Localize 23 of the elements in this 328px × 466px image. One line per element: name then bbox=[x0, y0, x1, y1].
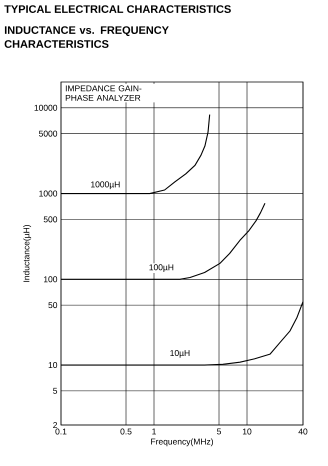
x-tick-label: 0.1 bbox=[55, 428, 66, 435]
annotation: IMPEDANCE GAIN-PHASE ANALYZER bbox=[66, 85, 142, 101]
y-tick-label: 5000 bbox=[38, 130, 58, 137]
x-tick-label: 10 bbox=[242, 428, 252, 435]
x-tick-label: 40 bbox=[298, 428, 308, 435]
y-tick-label: 500 bbox=[44, 216, 58, 222]
series-label: 1000µH bbox=[91, 181, 120, 190]
x-tick-label: 0.5 bbox=[120, 428, 132, 435]
y-tick-label: 10000 bbox=[34, 104, 58, 111]
y-tick-label: 10 bbox=[48, 362, 58, 368]
y-tick-label: 5 bbox=[53, 388, 58, 394]
y-tick-label: 2 bbox=[53, 422, 58, 428]
chart-title: TYPICAL ELECTRICAL CHARACTERISTICS bbox=[4, 5, 231, 13]
x-tick-label: 5 bbox=[217, 428, 222, 434]
series-label: 10µH bbox=[170, 350, 190, 358]
x-tick-label: 1 bbox=[152, 428, 156, 434]
x-axis-title: Frequency(MHz) bbox=[151, 438, 213, 446]
y-axis-title: Inductance(µH) bbox=[23, 224, 32, 282]
y-tick-label: 100 bbox=[44, 276, 58, 282]
y-tick-label: 50 bbox=[48, 302, 58, 308]
series-label: 100µH bbox=[149, 264, 174, 272]
chart-subtitle: INDUCTANCE vs. FREQUENCY CHARACTERISTICS bbox=[4, 26, 169, 48]
y-tick-label: 1000 bbox=[39, 190, 58, 197]
